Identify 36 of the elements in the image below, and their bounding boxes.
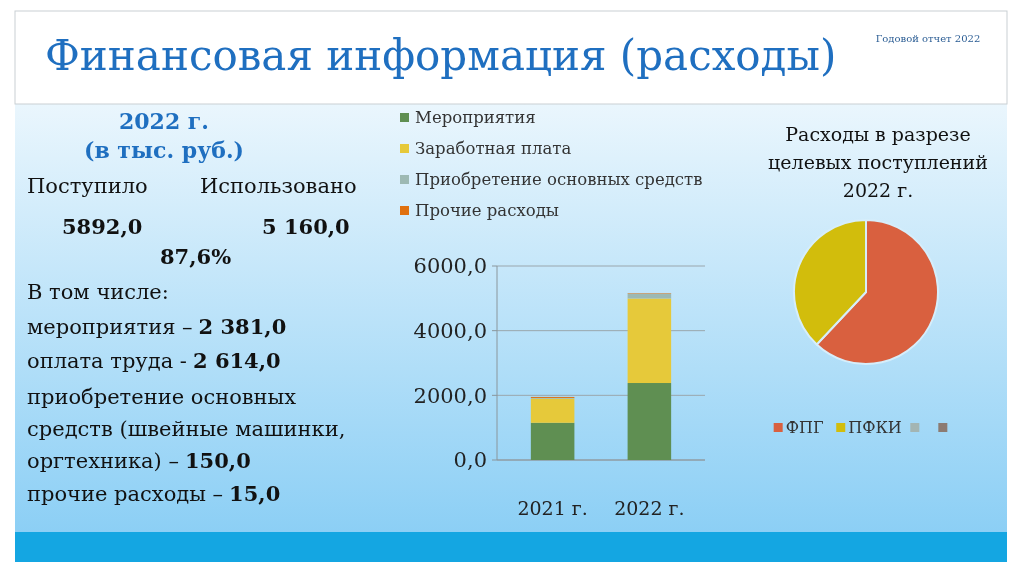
text: приобретение основных <box>27 385 297 409</box>
chart-title: Расходы в разрезе целевых поступлений 2022 г. <box>768 123 988 201</box>
text: 5892,0 <box>62 214 143 239</box>
x-tick-label: 2021 г. <box>517 497 588 519</box>
text: 87,6% <box>160 244 232 269</box>
text: оплата труда - <box>27 349 187 373</box>
text: средств (швейные машинки, <box>27 417 346 441</box>
legend-label: Заработная плата <box>415 139 572 158</box>
text: 2 614,0 <box>192 348 281 373</box>
text: 5 160,0 <box>262 214 350 239</box>
legend-label: ФПГ <box>785 418 824 437</box>
y-tick-label: 0,0 <box>453 448 487 473</box>
text: оргтехника) – <box>27 449 179 473</box>
text: Финансовая информация (расходы) <box>45 31 837 80</box>
legend-label: Мероприятия <box>415 108 536 127</box>
legend-label: Приобретение основных средств <box>415 170 703 189</box>
legend-label: ПФКИ <box>848 418 902 437</box>
text: 2022 г. <box>118 108 210 134</box>
text: Поступило <box>27 174 148 198</box>
text: прочие расходы – <box>27 482 224 506</box>
y-tick-label: 4000,0 <box>413 319 487 344</box>
text: Использовано <box>200 174 357 198</box>
y-tick-label: 6000,0 <box>413 254 487 279</box>
text: 150,0 <box>184 448 251 473</box>
text: мероприятия – <box>27 315 193 339</box>
bar <box>530 398 575 423</box>
text: 15,0 <box>229 481 281 506</box>
text: В том числе: <box>27 280 169 304</box>
legend-label: Прочие расходы <box>415 201 559 220</box>
text: (в тыс. руб.) <box>84 137 244 163</box>
y-tick-label: 2000,0 <box>413 383 487 408</box>
bar <box>530 422 575 460</box>
text: Годовой отчет 2022 <box>875 33 981 44</box>
bar <box>627 383 672 460</box>
bar <box>627 298 672 384</box>
text: 2 381,0 <box>198 314 287 339</box>
